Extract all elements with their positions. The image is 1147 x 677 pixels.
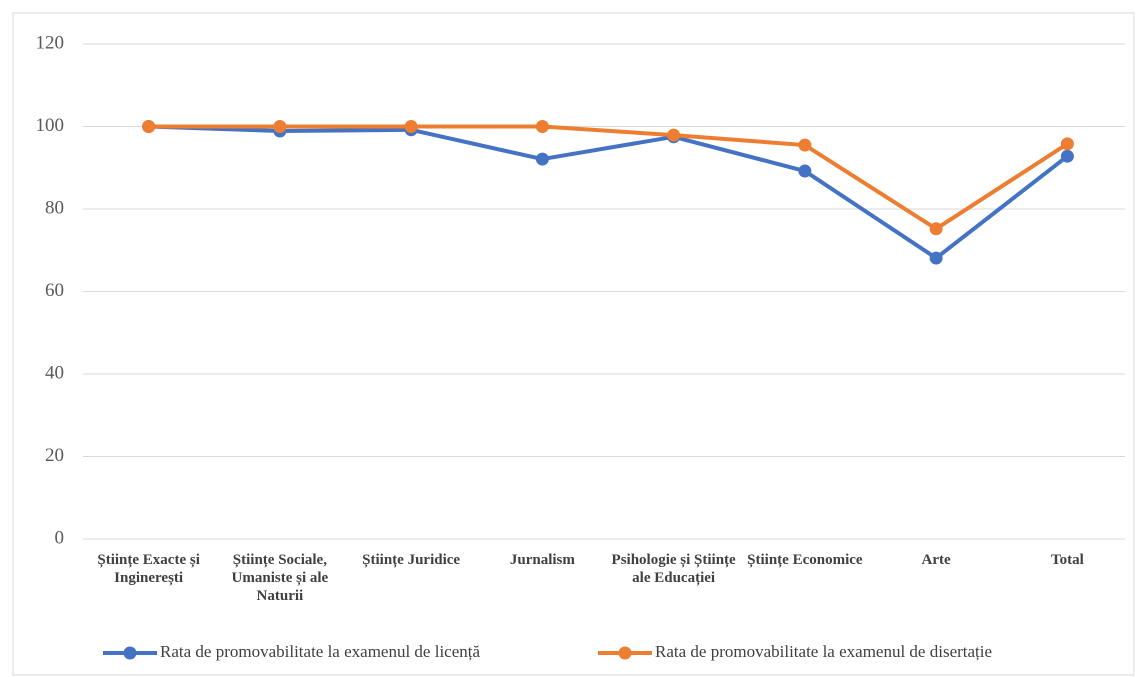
data-point [798,138,812,152]
data-point [535,120,549,133]
y-tick-label: 120 [36,32,65,53]
legend-marker [618,646,632,660]
series-line [148,124,1069,261]
x-tick-label: Arte [921,552,951,568]
x-tick-label: Științe Exacte și Inginerești [97,552,200,586]
y-tick-label: 40 [45,362,64,383]
data-point [404,120,418,133]
x-tick-label: Psihologie și Științe ale Educației [611,552,736,586]
x-tick-label: Științe Sociale, Umaniste și ale Naturii [231,552,329,604]
legend-marker [123,646,137,660]
y-tick-label: 60 [45,280,64,301]
y-tick-label: 20 [45,445,64,466]
data-point [798,164,812,178]
legend-label: Rata de promovabilitate la examenul de d… [655,642,992,661]
data-point [929,222,943,236]
y-tick-label: 100 [36,115,65,136]
data-point [142,120,156,133]
chart-border [12,12,1135,676]
x-tick-label: Științe Economice [747,552,863,568]
data-point [535,152,549,166]
data-point [929,251,943,265]
data-point [1060,137,1074,151]
series-line [148,124,1069,231]
x-tick-label: Științe Juridice [362,552,461,568]
data-point [667,128,681,142]
data-point [1060,149,1074,163]
data-point [273,120,287,133]
legend-label: Rata de promovabilitate la examenul de l… [160,642,480,661]
x-tick-label: Jurnalism [509,552,575,568]
y-tick-label: 80 [45,197,64,218]
x-tick-label: Total [1050,552,1084,568]
y-tick-label: 0 [55,527,65,548]
